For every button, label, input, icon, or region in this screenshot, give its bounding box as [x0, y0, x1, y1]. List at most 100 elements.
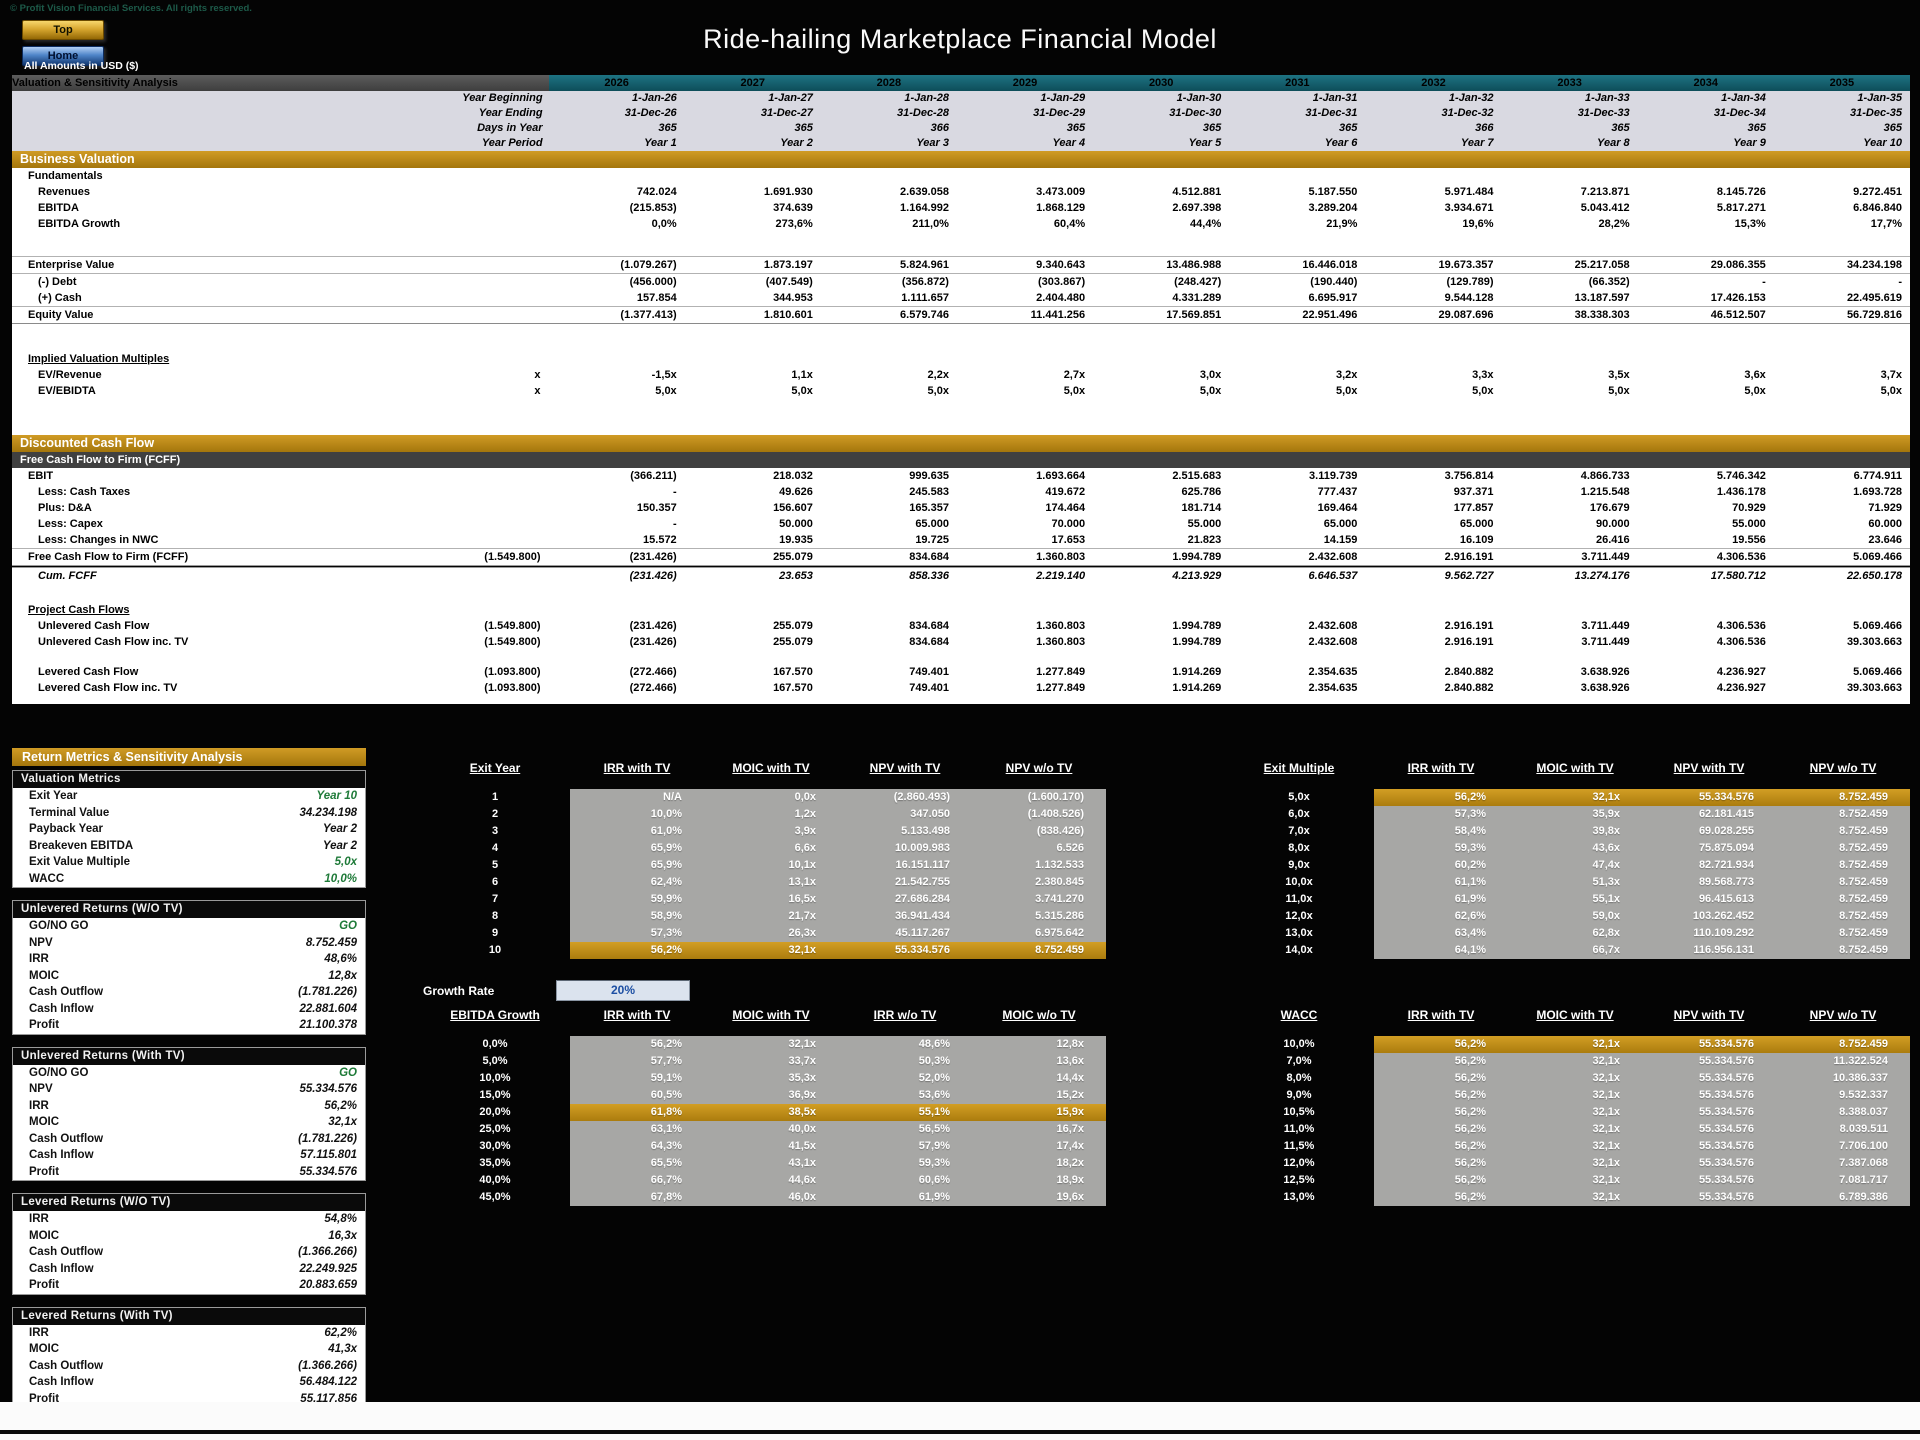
table-row: Unlevered Cash Flow (1.549.800) (231.426) 2…: [12, 618, 1910, 634]
row-label: Levered Cash Flow: [12, 664, 401, 680]
subheader-value: Year 1: [548, 136, 685, 151]
metric-label: Exit Value Multiple: [29, 856, 130, 869]
sens-value: 64,1%: [1374, 942, 1508, 959]
year-value: 4.236.927: [1637, 664, 1774, 680]
metric-label: Cash Outflow: [29, 1246, 104, 1259]
sens-value: 55.334.576: [1642, 789, 1776, 806]
sens-header-row: EBITDA Growth IRR with TV MOIC with TV IRR …: [420, 1002, 1106, 1028]
year0-value: [400, 566, 549, 584]
subheader-value: 365: [1229, 121, 1366, 136]
sens-body: 0,0% 56,2% 32,1x 48,6% 12,8x 5,0% 57,7% 33,7x 50…: [420, 1036, 1106, 1206]
sens-value: 89.568.773: [1642, 874, 1776, 891]
sensitivity-table-wacc: WACC IRR with TV MOIC with TV NPV with TV NP…: [1224, 1002, 1910, 1206]
sens-value: 19,6x: [972, 1189, 1106, 1206]
year-value: 273,6%: [684, 216, 821, 232]
metric-label: MOIC: [29, 1116, 60, 1129]
metric-value: 57.115.801: [300, 1149, 357, 1162]
year-value: 999.635: [820, 468, 957, 484]
year-value: 245.583: [820, 484, 957, 500]
metric-value: 5,0x: [334, 856, 357, 869]
sens-key-header: Exit Year: [469, 761, 521, 775]
year-value: 5.817.271: [1637, 200, 1774, 216]
subheader-value: 31-Dec-30: [1093, 106, 1230, 121]
sens-value: 17,4x: [972, 1138, 1106, 1155]
metric-row: MOIC 32,1x: [13, 1114, 365, 1131]
year-value: 39.303.663: [1773, 634, 1910, 650]
sens-value: 21,7x: [704, 908, 838, 925]
year-value: 5,0x: [956, 383, 1094, 399]
sens-value: 56,2%: [1374, 1104, 1508, 1121]
subheader-value: 1-Jan-35: [1773, 91, 1910, 106]
sens-col-header: IRR with TV: [603, 761, 671, 775]
metric-row: MOIC 16,3x: [13, 1228, 365, 1245]
metric-value: Year 2: [322, 839, 357, 852]
row-label-text: EBITDA Growth: [38, 218, 121, 230]
sens-key-cell: 11,5%: [1283, 1140, 1315, 1152]
sens-col-header: NPV w/o TV: [1005, 761, 1073, 775]
sens-value: 16.151.117: [838, 857, 972, 874]
metrics-box: Unlevered Returns (W/O TV) GO/NO GO GO NPV 8…: [12, 900, 366, 1035]
sens-key-cell: 1: [491, 791, 499, 803]
sens-key-cell: 13,0%: [1283, 1191, 1315, 1203]
sens-value: 347.050: [838, 806, 972, 823]
sens-value: 56,2%: [1374, 1036, 1508, 1053]
table-row: Fundamentals: [12, 168, 1910, 184]
year-value: 19.725: [820, 532, 957, 549]
subheader-value: 31-Dec-32: [1365, 106, 1502, 121]
sens-value: 57,3%: [1374, 806, 1508, 823]
metric-row: Cash Outflow (1.781.226): [13, 1131, 365, 1148]
subheader-row: Year Period Year 1 Year 2 Year 3 Year 4 Year …: [12, 136, 1910, 151]
sens-value: 66,7x: [1508, 942, 1642, 959]
metric-value: (1.781.226): [298, 1132, 357, 1145]
year-value: 1.164.992: [820, 200, 957, 216]
sens-value: 39,8x: [1508, 823, 1642, 840]
year-value: 5,0x: [1501, 383, 1638, 399]
year-value: 4.306.536: [1637, 634, 1774, 650]
sens-value: 16,5x: [704, 891, 838, 908]
subheader-value: 1-Jan-29: [956, 91, 1094, 106]
year-value: 46.512.507: [1637, 306, 1774, 324]
return-metrics-header: Return Metrics & Sensitivity Analysis: [12, 748, 366, 766]
sens-value: 5.315.286: [972, 908, 1106, 925]
row-label: Revenues: [12, 184, 401, 200]
amounts-note: All Amounts in USD ($): [24, 60, 139, 72]
blank-row: [12, 650, 1910, 664]
metric-value: 54,8%: [324, 1213, 357, 1226]
table-row: Enterprise Value (1.079.267) 1.873.197 5.82…: [12, 255, 1910, 274]
sens-value: 64,3%: [570, 1138, 704, 1155]
year-value: 218.032: [684, 468, 821, 484]
year-value: -: [1637, 273, 1774, 290]
sens-value: 67,8%: [570, 1189, 704, 1206]
sens-header-row: Exit Multiple IRR with TV MOIC with TV NPV …: [1224, 755, 1910, 781]
year-value: 1.994.789: [1093, 548, 1230, 568]
growth-rate-input[interactable]: 20%: [556, 980, 690, 1001]
year-value: 65.000: [1365, 516, 1502, 532]
year-value: 419.672: [956, 484, 1094, 500]
row-label: Implied Valuation Multiples: [12, 351, 1910, 367]
year-value: 255.079: [684, 548, 821, 568]
row-label: Unlevered Cash Flow inc. TV: [12, 634, 401, 650]
subheader-row: Year Beginning 1-Jan-26 1-Jan-27 1-Jan-28 1-…: [12, 91, 1910, 106]
sens-value: 27.686.284: [838, 891, 972, 908]
table-row: (-) Debt (456.000) (407.549) (356.872) (303.…: [12, 273, 1910, 290]
year-value: (231.426): [548, 618, 685, 634]
top-button[interactable]: Top: [22, 20, 104, 40]
sens-key-cell: 10,0%: [479, 1072, 511, 1084]
year-value: (231.426): [548, 634, 685, 650]
year-value: 2.354.635: [1229, 680, 1366, 696]
sens-value: 12,8x: [972, 1036, 1106, 1053]
year-value: 9.562.727: [1365, 566, 1502, 584]
year-value: 1.360.803: [956, 634, 1094, 650]
sens-value: 55,1%: [838, 1104, 972, 1121]
sens-value: 0,0x: [704, 789, 838, 806]
year-value: 157.854: [548, 289, 685, 307]
home-button[interactable]: Home: [22, 46, 104, 66]
sens-key-cell: 30,0%: [479, 1140, 511, 1152]
sens-col-header: IRR w/o TV: [873, 1008, 937, 1022]
sens-value: 47,4x: [1508, 857, 1642, 874]
sens-value: 32,1x: [1508, 1104, 1642, 1121]
sens-value: 56,2%: [1374, 1070, 1508, 1087]
subheader-value: 365: [1093, 121, 1230, 136]
table-row: EV/EBIDTA x 5,0x 5,0x 5,0x 5,0x 5,0x 5,0x 5,0x 5,…: [12, 383, 1910, 399]
growth-rate-label: Growth Rate: [423, 984, 495, 998]
